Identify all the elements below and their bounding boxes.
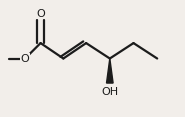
Polygon shape (107, 58, 113, 83)
Text: O: O (36, 9, 45, 18)
Text: O: O (21, 53, 29, 64)
Text: OH: OH (101, 87, 118, 97)
